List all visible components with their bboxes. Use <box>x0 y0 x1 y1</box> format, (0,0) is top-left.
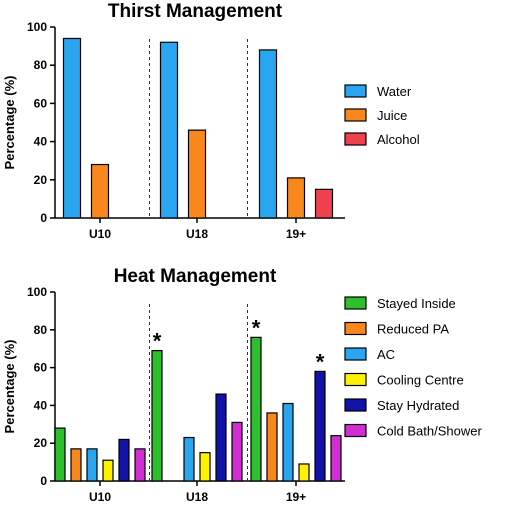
bar-cold-bath-shower-19 <box>330 435 342 482</box>
legend-swatch-juice <box>344 108 367 122</box>
legend-label-juice: Juice <box>377 108 407 123</box>
legend-label-ac: AC <box>377 347 395 362</box>
bar-cooling-centre-u10 <box>102 459 114 482</box>
bar-cooling-centre-19 <box>298 463 310 482</box>
bar-ac-u10 <box>86 448 98 482</box>
x-tick-label: 19+ <box>286 490 306 504</box>
bar-cooling-centre-u18 <box>199 452 211 482</box>
chart-title: Thirst Management <box>108 1 283 22</box>
legend-label-cooling-centre: Cooling Centre <box>377 373 464 388</box>
x-tick-label: U10 <box>89 227 111 241</box>
legend-swatch-cold-bath-shower <box>344 423 367 438</box>
significance-marker: * <box>252 315 261 340</box>
bar-water-u10 <box>62 37 82 219</box>
y-tick-label: 60 <box>34 96 48 110</box>
bar-stay-hydrated-u18 <box>215 393 227 482</box>
y-tick-label: 0 <box>40 211 47 225</box>
y-tick-label: 80 <box>34 323 48 337</box>
legend-label-cold-bath-shower: Cold Bath/Shower <box>377 424 482 439</box>
chart-2: Heat Management Percentage (%) 0 20 40 60 80 10… <box>2 266 482 504</box>
legend-swatch-water <box>344 84 367 98</box>
legend-label-stay-hydrated: Stay Hydrated <box>377 398 459 413</box>
bar-juice-19 <box>286 177 306 219</box>
bar-alcohol-19 <box>314 188 334 219</box>
y-tick-label: 40 <box>34 135 48 149</box>
y-tick-label: 20 <box>34 436 48 450</box>
bar-water-19 <box>258 49 278 219</box>
legend-swatch-alcohol <box>344 132 367 146</box>
bar-stayed-inside-19 <box>250 336 262 482</box>
bar-ac-u18 <box>183 436 195 482</box>
legend-swatch-stayed-inside <box>344 296 367 310</box>
legend-label-alcohol: Alcohol <box>377 132 420 147</box>
legend-swatch-cooling-centre <box>344 372 367 387</box>
bar-cold-bath-shower-u10 <box>134 448 146 482</box>
y-tick-label: 100 <box>27 20 47 34</box>
chart-1: Thirst Management Percentage (%) 0 20 40 60 80… <box>2 1 420 241</box>
legend-swatch-ac <box>344 347 367 361</box>
x-tick-label: U18 <box>186 227 208 241</box>
y-tick-label: 40 <box>34 398 48 412</box>
bar-stayed-inside-u10 <box>54 427 66 482</box>
y-tick-label: 60 <box>34 361 48 375</box>
bar-stay-hydrated-19 <box>314 370 326 482</box>
y-axis-label: Percentage (%) <box>2 76 17 170</box>
legend-swatch-stay-hydrated <box>344 398 367 412</box>
chart-title: Heat Management <box>114 266 277 287</box>
legend-label-water: Water <box>377 84 412 99</box>
y-tick-label: 0 <box>40 474 47 488</box>
bar-stayed-inside-u18 <box>151 349 163 482</box>
significance-marker: * <box>153 329 162 354</box>
legend-label-stayed-inside: Stayed Inside <box>377 296 456 311</box>
bar-stay-hydrated-u10 <box>118 438 130 482</box>
x-tick-label: 19+ <box>286 227 306 241</box>
legend-label-reduced-pa: Reduced PA <box>377 322 449 337</box>
y-tick-label: 20 <box>34 173 48 187</box>
legend-swatch-reduced-pa <box>344 321 367 336</box>
y-tick-label: 100 <box>27 285 47 299</box>
x-tick-label: U10 <box>89 490 111 504</box>
bar-reduced-pa-u10 <box>70 448 82 482</box>
significance-marker: * <box>316 349 325 374</box>
bar-ac-19 <box>282 402 294 482</box>
bar-juice-u10 <box>90 163 110 219</box>
bar-reduced-pa-19 <box>266 412 278 482</box>
y-axis-label: Percentage (%) <box>2 340 17 434</box>
bar-juice-u18 <box>187 129 207 219</box>
y-tick-label: 80 <box>34 58 48 72</box>
x-tick-label: U18 <box>186 490 208 504</box>
bar-water-u18 <box>159 41 179 219</box>
bar-cold-bath-shower-u18 <box>231 421 243 482</box>
